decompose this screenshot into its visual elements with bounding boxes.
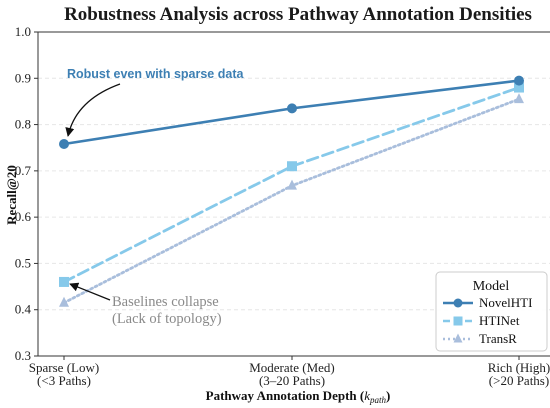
data-point	[287, 179, 297, 190]
legend-item-transr: TransR	[443, 331, 517, 346]
x-tick-label: Rich (High)	[488, 360, 550, 375]
legend-label: NovelHTI	[479, 295, 532, 310]
x-tick-label: (3–20 Paths)	[259, 373, 325, 388]
data-point	[514, 93, 524, 104]
chart-title: Robustness Analysis across Pathway Annot…	[64, 4, 532, 25]
data-point	[287, 161, 297, 172]
data-point	[453, 298, 463, 308]
y-axis-ticks: 0.3 0.4 0.5 0.6 0.7 0.8 0.9 1.0	[15, 24, 38, 363]
annotation-arrow	[65, 83, 121, 137]
y-axis-label: Recall@20	[4, 165, 19, 225]
legend-label: TransR	[479, 331, 517, 346]
y-tick-label: 0.6	[15, 209, 32, 224]
annotations: Robust even with sparse data Baselines co…	[65, 67, 244, 327]
x-axis-ticks: Sparse (Low)(<3 Paths) Moderate (Med)(3–2…	[29, 356, 550, 388]
y-tick-label: 0.7	[15, 163, 32, 178]
y-tick-label: 0.4	[15, 302, 32, 317]
x-axis-label-close: )	[386, 388, 390, 403]
x-axis-label-var: k	[364, 388, 370, 403]
data-point	[59, 276, 69, 287]
legend-label: HTINet	[479, 313, 520, 328]
y-tick-label: 0.3	[15, 348, 31, 363]
x-tick-label: (<3 Paths)	[37, 373, 91, 388]
legend-title: Model	[473, 279, 510, 294]
x-axis-label: Pathway Annotation Depth (kpath)	[206, 388, 391, 405]
y-tick-label: 0.9	[15, 70, 31, 85]
x-tick-label: Sparse (Low)	[29, 360, 99, 375]
plot-frame	[37, 31, 550, 357]
annotation-baselines: (Lack of topology)	[112, 311, 222, 327]
data-point	[287, 103, 297, 114]
legend-item-novelhti: NovelHTI	[443, 295, 532, 310]
y-tick-label: 0.5	[15, 255, 31, 270]
data-point	[59, 296, 69, 307]
x-axis-label-sub: path	[369, 395, 387, 405]
annotation-baselines: Baselines collapse	[112, 294, 219, 310]
y-tick-label: 0.8	[15, 117, 31, 132]
x-tick-label: (>20 Paths)	[489, 373, 549, 388]
legend-box	[435, 271, 548, 352]
data-point	[514, 82, 524, 93]
series-novelhti	[59, 75, 524, 150]
y-tick-label: 1.0	[15, 24, 31, 39]
x-axis-label-main: Pathway Annotation Depth (	[206, 388, 365, 403]
series-layer	[59, 75, 524, 307]
annotation-robust: Robust even with sparse data	[67, 67, 244, 81]
data-point	[453, 316, 463, 326]
annotation-arrow	[69, 282, 111, 301]
legend-item-htinet: HTINet	[443, 313, 520, 328]
data-point	[514, 75, 524, 86]
series-transr	[59, 93, 524, 307]
data-point	[59, 139, 69, 150]
x-tick-label: Moderate (Med)	[249, 360, 335, 375]
data-point	[453, 333, 463, 343]
series-htinet	[59, 82, 524, 287]
